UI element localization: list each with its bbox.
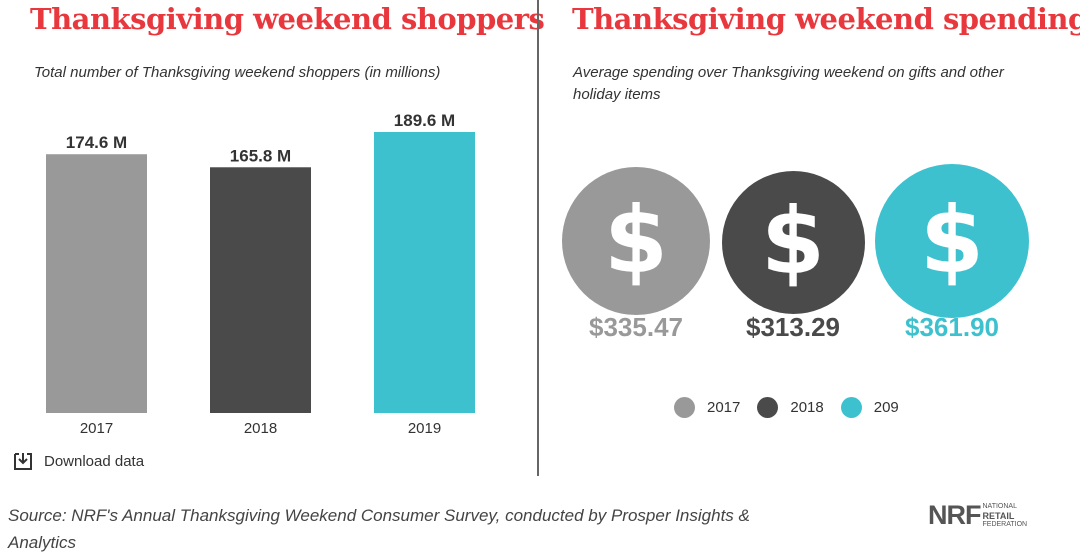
legend-label: 209 — [873, 399, 899, 416]
nrf-logo-line: NATIONAL — [982, 502, 1018, 510]
shoppers-chart-subtitle: Total number of Thanksgiving weekend sho… — [34, 64, 441, 81]
dollar-sign-icon: $ — [603, 187, 668, 294]
download-icon — [14, 453, 32, 470]
nrf-logo: NRF NATIONAL RETAIL FEDERATION — [928, 500, 1027, 531]
download-data-button[interactable]: Download data — [12, 450, 144, 472]
spending-amount: $361.90 — [905, 312, 999, 342]
legend-item: 2017 — [674, 397, 740, 418]
legend-label: 2018 — [790, 399, 824, 416]
panel-divider — [537, 0, 539, 476]
shoppers-bar-chart: 174.6 M 2017 165.8 M 2018 189.6 M 2019 — [46, 111, 475, 437]
x-tick-label: 2019 — [408, 420, 441, 437]
dollar-sign-icon: $ — [760, 188, 825, 295]
x-tick-label: 2018 — [244, 420, 277, 437]
spending-coin: $ — [562, 167, 710, 315]
nrf-logo-text: NATIONAL RETAIL FEDERATION — [983, 503, 1028, 529]
spending-chart-title: Thanksgiving weekend spending — [572, 2, 1080, 36]
nrf-logo-mark: NRF — [928, 500, 981, 530]
legend-swatch — [674, 397, 695, 418]
source-note: Source: NRF's Annual Thanksgiving Weeken… — [8, 506, 750, 552]
legend-item: 209 — [840, 397, 899, 418]
shoppers-chart-title: Thanksgiving weekend shoppers — [30, 2, 545, 36]
x-tick-label: 2017 — [80, 420, 113, 437]
legend-swatch — [757, 397, 779, 418]
bar-2019 — [374, 132, 475, 413]
spending-coin: $ — [875, 164, 1029, 318]
spending-amount: $313.29 — [746, 312, 840, 342]
legend-label: 2017 — [707, 399, 741, 416]
spending-coin: $ — [721, 170, 865, 314]
bar-value-label: 189.6 M — [394, 111, 455, 130]
spending-amount: $335.47 — [589, 312, 683, 342]
nrf-logo-line: FEDERATION — [982, 520, 1028, 528]
download-data-label: Download data — [44, 452, 145, 470]
nrf-logo-line: RETAIL — [982, 510, 1015, 521]
spending-legend: 2017 2018 209 — [674, 397, 916, 418]
bar-2017 — [46, 154, 147, 413]
legend-item: 2018 — [757, 397, 824, 418]
bar-value-label: 174.6 M — [66, 133, 127, 152]
spending-chart-subtitle: Average spending over Thanksgiving weeke… — [573, 64, 1004, 103]
dollar-sign-icon: $ — [919, 187, 984, 294]
bar-2018 — [210, 167, 311, 413]
bar-value-label: 165.8 M — [230, 146, 291, 165]
legend-swatch — [840, 397, 862, 418]
